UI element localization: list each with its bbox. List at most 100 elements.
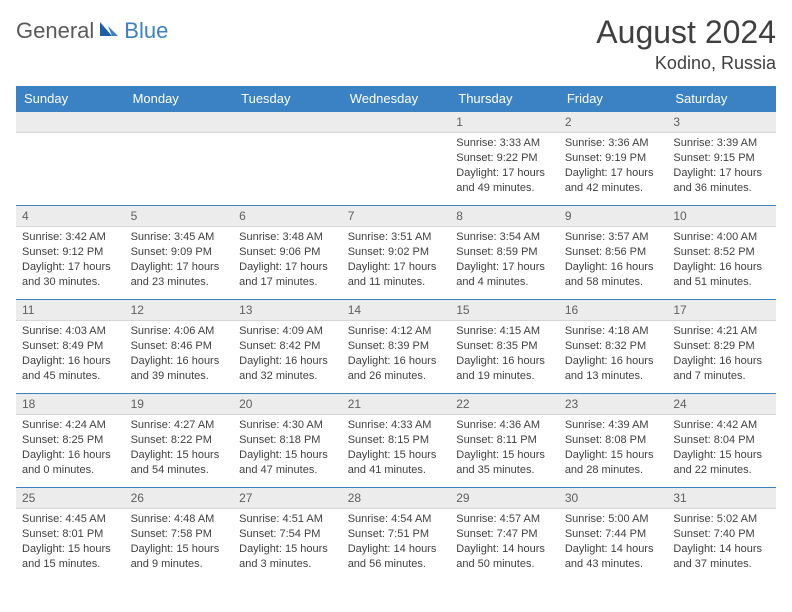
- day-number: 1: [450, 112, 559, 133]
- calendar-day-cell: 1Sunrise: 3:33 AMSunset: 9:22 PMDaylight…: [450, 112, 559, 206]
- calendar-day-cell: 17Sunrise: 4:21 AMSunset: 8:29 PMDayligh…: [667, 300, 776, 394]
- calendar-table: SundayMondayTuesdayWednesdayThursdayFrid…: [16, 86, 776, 582]
- calendar-day-cell: 13Sunrise: 4:09 AMSunset: 8:42 PMDayligh…: [233, 300, 342, 394]
- day-number: 23: [559, 394, 668, 415]
- day-number: 8: [450, 206, 559, 227]
- day-number: [16, 112, 125, 133]
- day-content: Sunrise: 4:00 AMSunset: 8:52 PMDaylight:…: [667, 227, 776, 292]
- calendar-day-cell: 7Sunrise: 3:51 AMSunset: 9:02 PMDaylight…: [342, 206, 451, 300]
- calendar-day-cell: 5Sunrise: 3:45 AMSunset: 9:09 PMDaylight…: [125, 206, 234, 300]
- day-number: 3: [667, 112, 776, 133]
- day-number: 5: [125, 206, 234, 227]
- weekday-header-row: SundayMondayTuesdayWednesdayThursdayFrid…: [16, 86, 776, 112]
- day-number: [125, 112, 234, 133]
- day-number: 18: [16, 394, 125, 415]
- calendar-week-row: 4Sunrise: 3:42 AMSunset: 9:12 PMDaylight…: [16, 206, 776, 300]
- calendar-week-row: 25Sunrise: 4:45 AMSunset: 8:01 PMDayligh…: [16, 488, 776, 582]
- day-content: Sunrise: 3:33 AMSunset: 9:22 PMDaylight:…: [450, 133, 559, 198]
- day-number: 14: [342, 300, 451, 321]
- calendar-day-cell: [342, 112, 451, 206]
- calendar-day-cell: [16, 112, 125, 206]
- day-number: 30: [559, 488, 668, 509]
- calendar-day-cell: [125, 112, 234, 206]
- month-title: August 2024: [596, 14, 776, 51]
- calendar-day-cell: 9Sunrise: 3:57 AMSunset: 8:56 PMDaylight…: [559, 206, 668, 300]
- location: Kodino, Russia: [596, 53, 776, 74]
- day-number: 31: [667, 488, 776, 509]
- day-content: Sunrise: 4:54 AMSunset: 7:51 PMDaylight:…: [342, 509, 451, 574]
- day-number: 10: [667, 206, 776, 227]
- day-number: 25: [16, 488, 125, 509]
- logo-text-general: General: [16, 18, 94, 44]
- weekday-header: Friday: [559, 86, 668, 112]
- day-number: 24: [667, 394, 776, 415]
- day-number: [233, 112, 342, 133]
- day-content: Sunrise: 3:45 AMSunset: 9:09 PMDaylight:…: [125, 227, 234, 292]
- calendar-day-cell: [233, 112, 342, 206]
- calendar-day-cell: 2Sunrise: 3:36 AMSunset: 9:19 PMDaylight…: [559, 112, 668, 206]
- day-content: Sunrise: 3:36 AMSunset: 9:19 PMDaylight:…: [559, 133, 668, 198]
- day-content: Sunrise: 4:33 AMSunset: 8:15 PMDaylight:…: [342, 415, 451, 480]
- day-content: Sunrise: 3:57 AMSunset: 8:56 PMDaylight:…: [559, 227, 668, 292]
- calendar-week-row: 18Sunrise: 4:24 AMSunset: 8:25 PMDayligh…: [16, 394, 776, 488]
- weekday-header: Tuesday: [233, 86, 342, 112]
- calendar-day-cell: 28Sunrise: 4:54 AMSunset: 7:51 PMDayligh…: [342, 488, 451, 582]
- day-content: Sunrise: 3:51 AMSunset: 9:02 PMDaylight:…: [342, 227, 451, 292]
- day-content: Sunrise: 4:03 AMSunset: 8:49 PMDaylight:…: [16, 321, 125, 386]
- logo-sail-icon: [98, 20, 120, 43]
- day-content: Sunrise: 5:00 AMSunset: 7:44 PMDaylight:…: [559, 509, 668, 574]
- day-content: Sunrise: 4:15 AMSunset: 8:35 PMDaylight:…: [450, 321, 559, 386]
- day-number: 6: [233, 206, 342, 227]
- logo-text-blue: Blue: [124, 18, 168, 43]
- day-content: Sunrise: 4:36 AMSunset: 8:11 PMDaylight:…: [450, 415, 559, 480]
- calendar-day-cell: 23Sunrise: 4:39 AMSunset: 8:08 PMDayligh…: [559, 394, 668, 488]
- day-content: Sunrise: 5:02 AMSunset: 7:40 PMDaylight:…: [667, 509, 776, 574]
- day-content: Sunrise: 4:39 AMSunset: 8:08 PMDaylight:…: [559, 415, 668, 480]
- calendar-day-cell: 31Sunrise: 5:02 AMSunset: 7:40 PMDayligh…: [667, 488, 776, 582]
- calendar-day-cell: 4Sunrise: 3:42 AMSunset: 9:12 PMDaylight…: [16, 206, 125, 300]
- day-number: [342, 112, 451, 133]
- calendar-day-cell: 14Sunrise: 4:12 AMSunset: 8:39 PMDayligh…: [342, 300, 451, 394]
- day-content: Sunrise: 4:09 AMSunset: 8:42 PMDaylight:…: [233, 321, 342, 386]
- day-number: 29: [450, 488, 559, 509]
- day-number: 20: [233, 394, 342, 415]
- day-content: Sunrise: 4:51 AMSunset: 7:54 PMDaylight:…: [233, 509, 342, 574]
- day-number: 22: [450, 394, 559, 415]
- calendar-week-row: 1Sunrise: 3:33 AMSunset: 9:22 PMDaylight…: [16, 112, 776, 206]
- calendar-day-cell: 16Sunrise: 4:18 AMSunset: 8:32 PMDayligh…: [559, 300, 668, 394]
- day-content: Sunrise: 4:24 AMSunset: 8:25 PMDaylight:…: [16, 415, 125, 480]
- calendar-week-row: 11Sunrise: 4:03 AMSunset: 8:49 PMDayligh…: [16, 300, 776, 394]
- day-number: 12: [125, 300, 234, 321]
- day-content: Sunrise: 4:57 AMSunset: 7:47 PMDaylight:…: [450, 509, 559, 574]
- logo: General Blue: [16, 14, 168, 44]
- day-number: 19: [125, 394, 234, 415]
- weekday-header: Wednesday: [342, 86, 451, 112]
- calendar-day-cell: 26Sunrise: 4:48 AMSunset: 7:58 PMDayligh…: [125, 488, 234, 582]
- calendar-day-cell: 3Sunrise: 3:39 AMSunset: 9:15 PMDaylight…: [667, 112, 776, 206]
- calendar-day-cell: 29Sunrise: 4:57 AMSunset: 7:47 PMDayligh…: [450, 488, 559, 582]
- day-number: 15: [450, 300, 559, 321]
- calendar-day-cell: 20Sunrise: 4:30 AMSunset: 8:18 PMDayligh…: [233, 394, 342, 488]
- day-number: 21: [342, 394, 451, 415]
- day-number: 2: [559, 112, 668, 133]
- day-number: 7: [342, 206, 451, 227]
- calendar-day-cell: 6Sunrise: 3:48 AMSunset: 9:06 PMDaylight…: [233, 206, 342, 300]
- day-number: 17: [667, 300, 776, 321]
- day-number: 13: [233, 300, 342, 321]
- day-number: 27: [233, 488, 342, 509]
- day-content: Sunrise: 4:18 AMSunset: 8:32 PMDaylight:…: [559, 321, 668, 386]
- calendar-day-cell: 11Sunrise: 4:03 AMSunset: 8:49 PMDayligh…: [16, 300, 125, 394]
- header: General Blue August 2024 Kodino, Russia: [16, 14, 776, 74]
- day-content: Sunrise: 3:39 AMSunset: 9:15 PMDaylight:…: [667, 133, 776, 198]
- calendar-day-cell: 15Sunrise: 4:15 AMSunset: 8:35 PMDayligh…: [450, 300, 559, 394]
- day-content: Sunrise: 4:48 AMSunset: 7:58 PMDaylight:…: [125, 509, 234, 574]
- day-number: 4: [16, 206, 125, 227]
- calendar-day-cell: 21Sunrise: 4:33 AMSunset: 8:15 PMDayligh…: [342, 394, 451, 488]
- day-content: Sunrise: 4:30 AMSunset: 8:18 PMDaylight:…: [233, 415, 342, 480]
- day-number: 16: [559, 300, 668, 321]
- day-number: 9: [559, 206, 668, 227]
- calendar-body: 1Sunrise: 3:33 AMSunset: 9:22 PMDaylight…: [16, 112, 776, 582]
- day-number: 28: [342, 488, 451, 509]
- day-content: Sunrise: 4:12 AMSunset: 8:39 PMDaylight:…: [342, 321, 451, 386]
- day-content: Sunrise: 3:54 AMSunset: 8:59 PMDaylight:…: [450, 227, 559, 292]
